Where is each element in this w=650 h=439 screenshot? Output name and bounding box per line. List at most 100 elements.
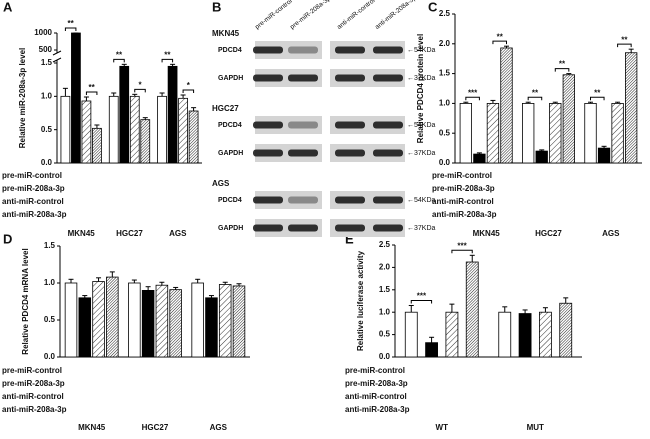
row-label: pre-miR-control <box>2 366 62 375</box>
bar <box>486 103 500 164</box>
blot-band <box>288 46 318 54</box>
significance-label: ** <box>89 83 96 92</box>
blot-band <box>253 149 283 157</box>
bar <box>178 97 188 164</box>
y-tick-label: 1.5 <box>44 241 56 250</box>
bar <box>169 289 182 358</box>
blot-band <box>373 121 403 129</box>
bar <box>404 311 418 358</box>
y-tick-label: 0.5 <box>439 128 451 137</box>
y-tick-label: 1.0 <box>379 307 391 316</box>
row-label: anti-miR-control <box>2 197 64 206</box>
significance-label: ** <box>68 19 75 28</box>
significance-label: ** <box>497 32 504 41</box>
x-tick-label: MUT <box>527 423 544 432</box>
bar <box>459 103 472 164</box>
row-label: anti-miR-208a-3p <box>432 210 497 219</box>
row-label: pre-miR-208a-3p <box>2 184 65 193</box>
protein-label: GAPDH <box>218 225 243 232</box>
lane-label: pre-miR-208a-3p <box>289 0 332 31</box>
blot-band <box>335 74 365 82</box>
bar <box>60 95 71 164</box>
row-label: anti-miR-control <box>2 392 64 401</box>
blot-band <box>373 74 403 82</box>
cell-line-label: HGC27 <box>212 104 239 113</box>
bar <box>498 311 512 358</box>
significance-bracket <box>451 249 473 254</box>
y-tick-label: 1.0 <box>44 278 56 287</box>
blot-band <box>288 149 318 157</box>
bar <box>522 103 535 164</box>
y-tick-label: 0.0 <box>44 352 56 361</box>
panel-letter: C <box>428 0 438 14</box>
bar <box>218 284 232 358</box>
significance-label: *** <box>417 292 427 301</box>
y-tick-label: 2.5 <box>379 240 391 249</box>
y-tick-label: 1.5 <box>379 285 391 294</box>
x-tick-label: HGC27 <box>535 229 562 238</box>
y-tick-label: 0.5 <box>44 315 56 324</box>
blot-strip <box>255 116 322 134</box>
protein-label: PDCD4 <box>218 122 242 129</box>
bar <box>191 282 204 358</box>
bar <box>106 276 119 358</box>
y-tick-label: 0.0 <box>41 158 53 167</box>
x-tick-label: MKN45 <box>78 423 106 432</box>
cell-line-label: AGS <box>212 179 230 188</box>
lane-label: pre-miR-control <box>254 0 294 31</box>
blot-band <box>373 196 403 204</box>
significance-bracket <box>161 58 174 63</box>
bar <box>157 95 167 164</box>
y-tick-label: 2.0 <box>439 39 451 48</box>
significance-label: * <box>187 81 191 90</box>
row-label: pre-miR-control <box>2 171 62 180</box>
significance-label: *** <box>468 88 478 97</box>
x-tick-label: HGC27 <box>116 229 143 238</box>
bar <box>78 297 92 358</box>
row-label: anti-miR-control <box>432 197 494 206</box>
significance-label: ** <box>594 88 601 97</box>
significance-bracket <box>465 96 480 101</box>
bar <box>188 110 199 164</box>
x-tick-label: WT <box>436 423 449 432</box>
blot-band <box>288 196 318 204</box>
y-tick-label: 1000 <box>34 28 52 37</box>
protein-label: GAPDH <box>218 75 243 82</box>
blot-band <box>335 196 365 204</box>
x-tick-label: MKN45 <box>473 229 501 238</box>
cell-line-label: MKN45 <box>212 29 240 38</box>
protein-label: PDCD4 <box>218 197 242 204</box>
significance-bracket <box>590 96 605 101</box>
size-label: ←37KDa <box>407 225 436 232</box>
significance-bracket <box>113 58 125 63</box>
significance-bracket <box>85 91 98 95</box>
bar <box>232 285 246 358</box>
bar <box>92 127 102 164</box>
row-label: anti-miR-208a-3p <box>2 210 67 219</box>
row-label: pre-miR-208a-3p <box>432 184 495 193</box>
bar <box>425 342 438 358</box>
blot-strip <box>255 191 322 209</box>
y-tick-label: 0.0 <box>439 158 451 167</box>
bar <box>119 65 130 164</box>
bar <box>559 302 573 358</box>
y-tick-label: 1.0 <box>41 91 53 100</box>
bar <box>539 311 552 358</box>
significance-label: * <box>138 80 142 89</box>
bar <box>584 103 597 164</box>
size-label: ←54KDa <box>407 47 436 54</box>
bar <box>500 47 513 164</box>
blot-strip <box>330 219 405 237</box>
blot-band <box>335 149 365 157</box>
bar <box>71 32 81 164</box>
y-tick-label: 0.5 <box>379 330 391 339</box>
y-tick-label: 0.5 <box>41 125 53 134</box>
blot-strip <box>330 191 405 209</box>
lane-label: anti-miR-control <box>336 0 377 31</box>
significance-bracket <box>64 27 77 31</box>
bar <box>205 297 218 358</box>
y-tick-label: 1.5 <box>41 58 53 67</box>
bar <box>129 95 140 164</box>
size-label: ←37KDa <box>407 150 436 157</box>
bar <box>473 153 486 164</box>
